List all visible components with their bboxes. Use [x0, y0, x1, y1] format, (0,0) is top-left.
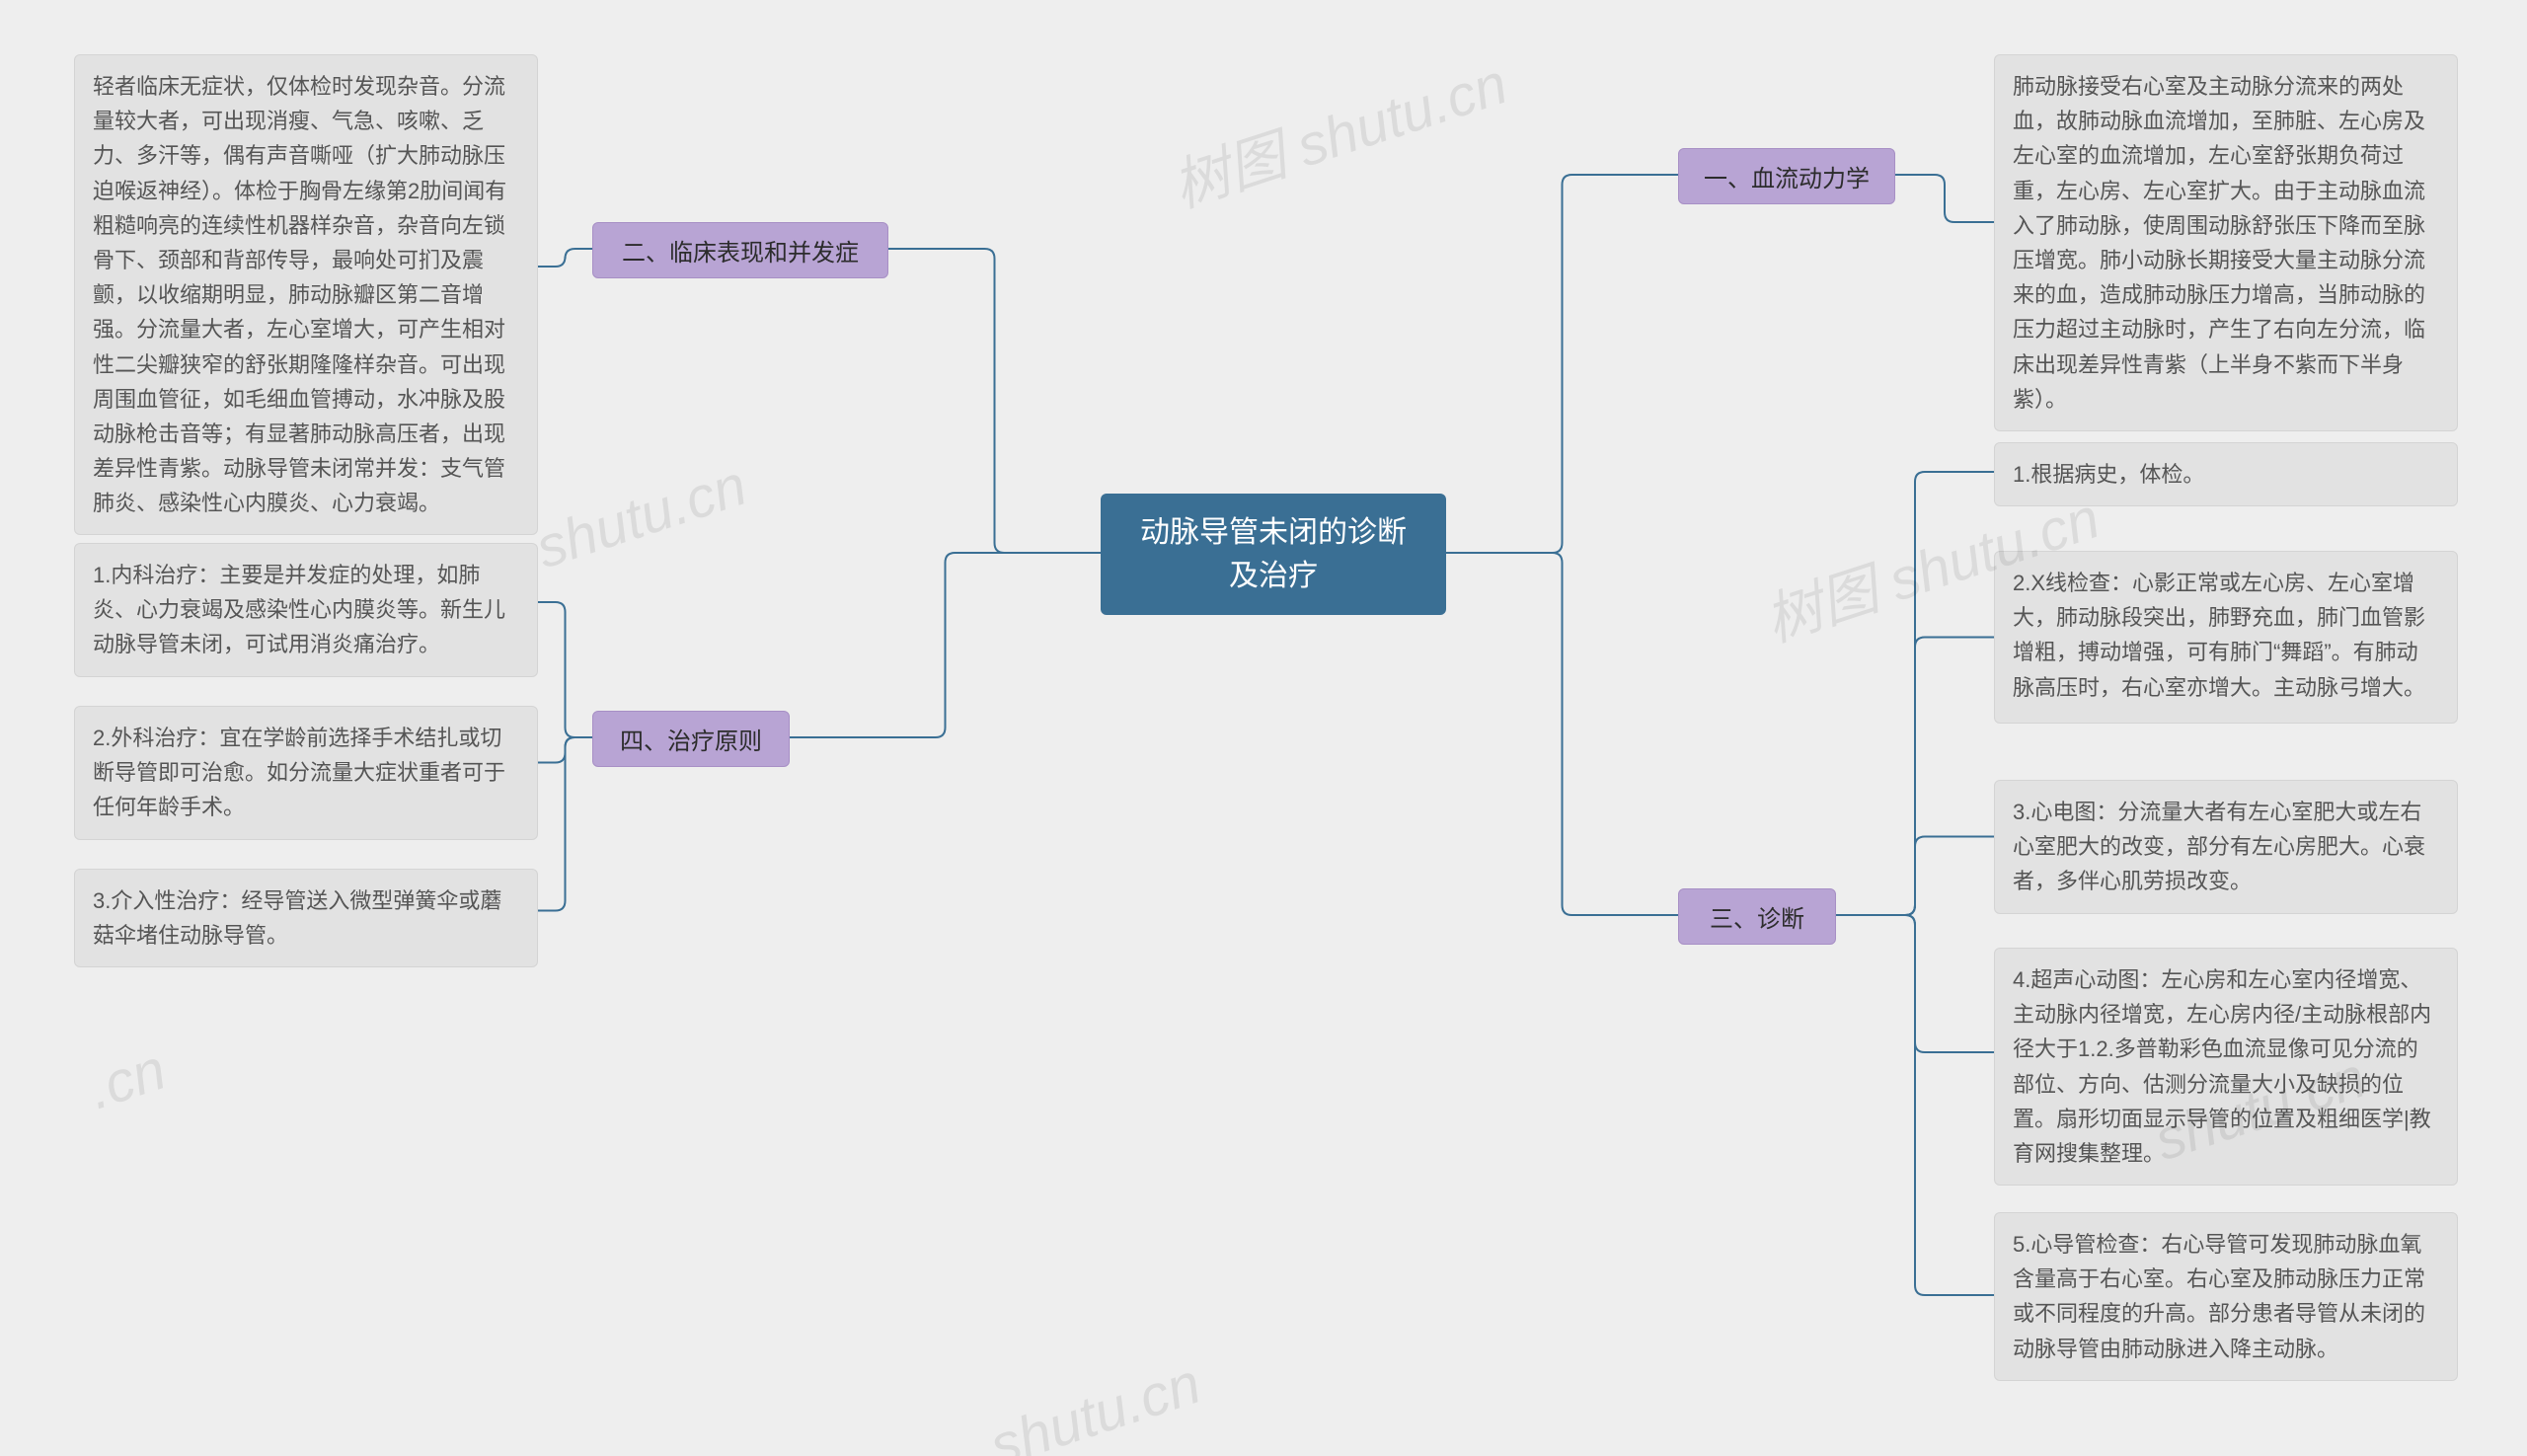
- watermark: shutu.cn: [528, 452, 754, 581]
- leaf-diagnosis-1: 1.根据病史，体检。: [1994, 442, 2458, 506]
- branch-label: 二、临床表现和并发症: [622, 233, 859, 268]
- leaf-diagnosis-2: 2.X线检查：心影正常或左心房、左心室增大，肺动脉段突出，肺野充血，肺门血管影增…: [1994, 551, 2458, 724]
- branch-diagnosis[interactable]: 三、诊断: [1678, 888, 1836, 945]
- leaf-text: 肺动脉接受右心室及主动脉分流来的两处血，故肺动脉血流增加，至肺脏、左心房及左心室…: [2013, 69, 2439, 417]
- leaf-diagnosis-5: 5.心导管检查：右心导管可发现肺动脉血氧含量高于右心室。右心室及肺动脉压力正常或…: [1994, 1212, 2458, 1381]
- leaf-text: 4.超声心动图：左心房和左心室内径增宽、主动脉内径增宽，左心房内径/主动脉根部内…: [2013, 962, 2439, 1171]
- leaf-text: 3.介入性治疗：经导管送入微型弹簧伞或蘑菇伞堵住动脉导管。: [93, 883, 519, 953]
- leaf-treatment-2: 2.外科治疗：宜在学龄前选择手术结扎或切断导管即可治愈。如分流量大症状重者可于任…: [74, 706, 538, 840]
- leaf-text: 1.根据病史，体检。: [2013, 457, 2204, 492]
- root-node[interactable]: 动脉导管未闭的诊断及治疗: [1101, 494, 1446, 615]
- leaf-treatment-1: 1.内科治疗：主要是并发症的处理，如肺炎、心力衰竭及感染性心内膜炎等。新生儿动脉…: [74, 543, 538, 677]
- branch-treatment[interactable]: 四、治疗原则: [592, 711, 790, 767]
- leaf-text: 2.外科治疗：宜在学龄前选择手术结扎或切断导管即可治愈。如分流量大症状重者可于任…: [93, 721, 519, 825]
- watermark: 树图 shutu.cn: [1161, 38, 1516, 223]
- branch-label: 三、诊断: [1710, 899, 1804, 934]
- leaf-clinical-detail: 轻者临床无症状，仅体检时发现杂音。分流量较大者，可出现消瘦、气急、咳嗽、乏力、多…: [74, 54, 538, 535]
- watermark: shutu.cn: [982, 1350, 1208, 1456]
- leaf-text: 3.心电图：分流量大者有左心室肥大或左右心室肥大的改变，部分有左心房肥大。心衰者…: [2013, 795, 2439, 899]
- leaf-text: 1.内科治疗：主要是并发症的处理，如肺炎、心力衰竭及感染性心内膜炎等。新生儿动脉…: [93, 558, 519, 662]
- branch-clinical[interactable]: 二、临床表现和并发症: [592, 222, 888, 278]
- leaf-text: 轻者临床无症状，仅体检时发现杂音。分流量较大者，可出现消瘦、气急、咳嗽、乏力、多…: [93, 69, 519, 520]
- leaf-text: 5.心导管检查：右心导管可发现肺动脉血氧含量高于右心室。右心室及肺动脉压力正常或…: [2013, 1227, 2439, 1366]
- leaf-text: 2.X线检查：心影正常或左心房、左心室增大，肺动脉段突出，肺野充血，肺门血管影增…: [2013, 566, 2439, 705]
- leaf-diagnosis-3: 3.心电图：分流量大者有左心室肥大或左右心室肥大的改变，部分有左心房肥大。心衰者…: [1994, 780, 2458, 914]
- branch-label: 四、治疗原则: [620, 722, 762, 756]
- branch-label: 一、血流动力学: [1704, 159, 1870, 193]
- branch-hemodynamics[interactable]: 一、血流动力学: [1678, 148, 1895, 204]
- leaf-hemodynamics-detail: 肺动脉接受右心室及主动脉分流来的两处血，故肺动脉血流增加，至肺脏、左心房及左心室…: [1994, 54, 2458, 431]
- leaf-treatment-3: 3.介入性治疗：经导管送入微型弹簧伞或蘑菇伞堵住动脉导管。: [74, 869, 538, 967]
- leaf-diagnosis-4: 4.超声心动图：左心房和左心室内径增宽、主动脉内径增宽，左心房内径/主动脉根部内…: [1994, 948, 2458, 1186]
- watermark: .cn: [81, 1036, 174, 1123]
- root-label: 动脉导管未闭的诊断及治疗: [1126, 511, 1420, 597]
